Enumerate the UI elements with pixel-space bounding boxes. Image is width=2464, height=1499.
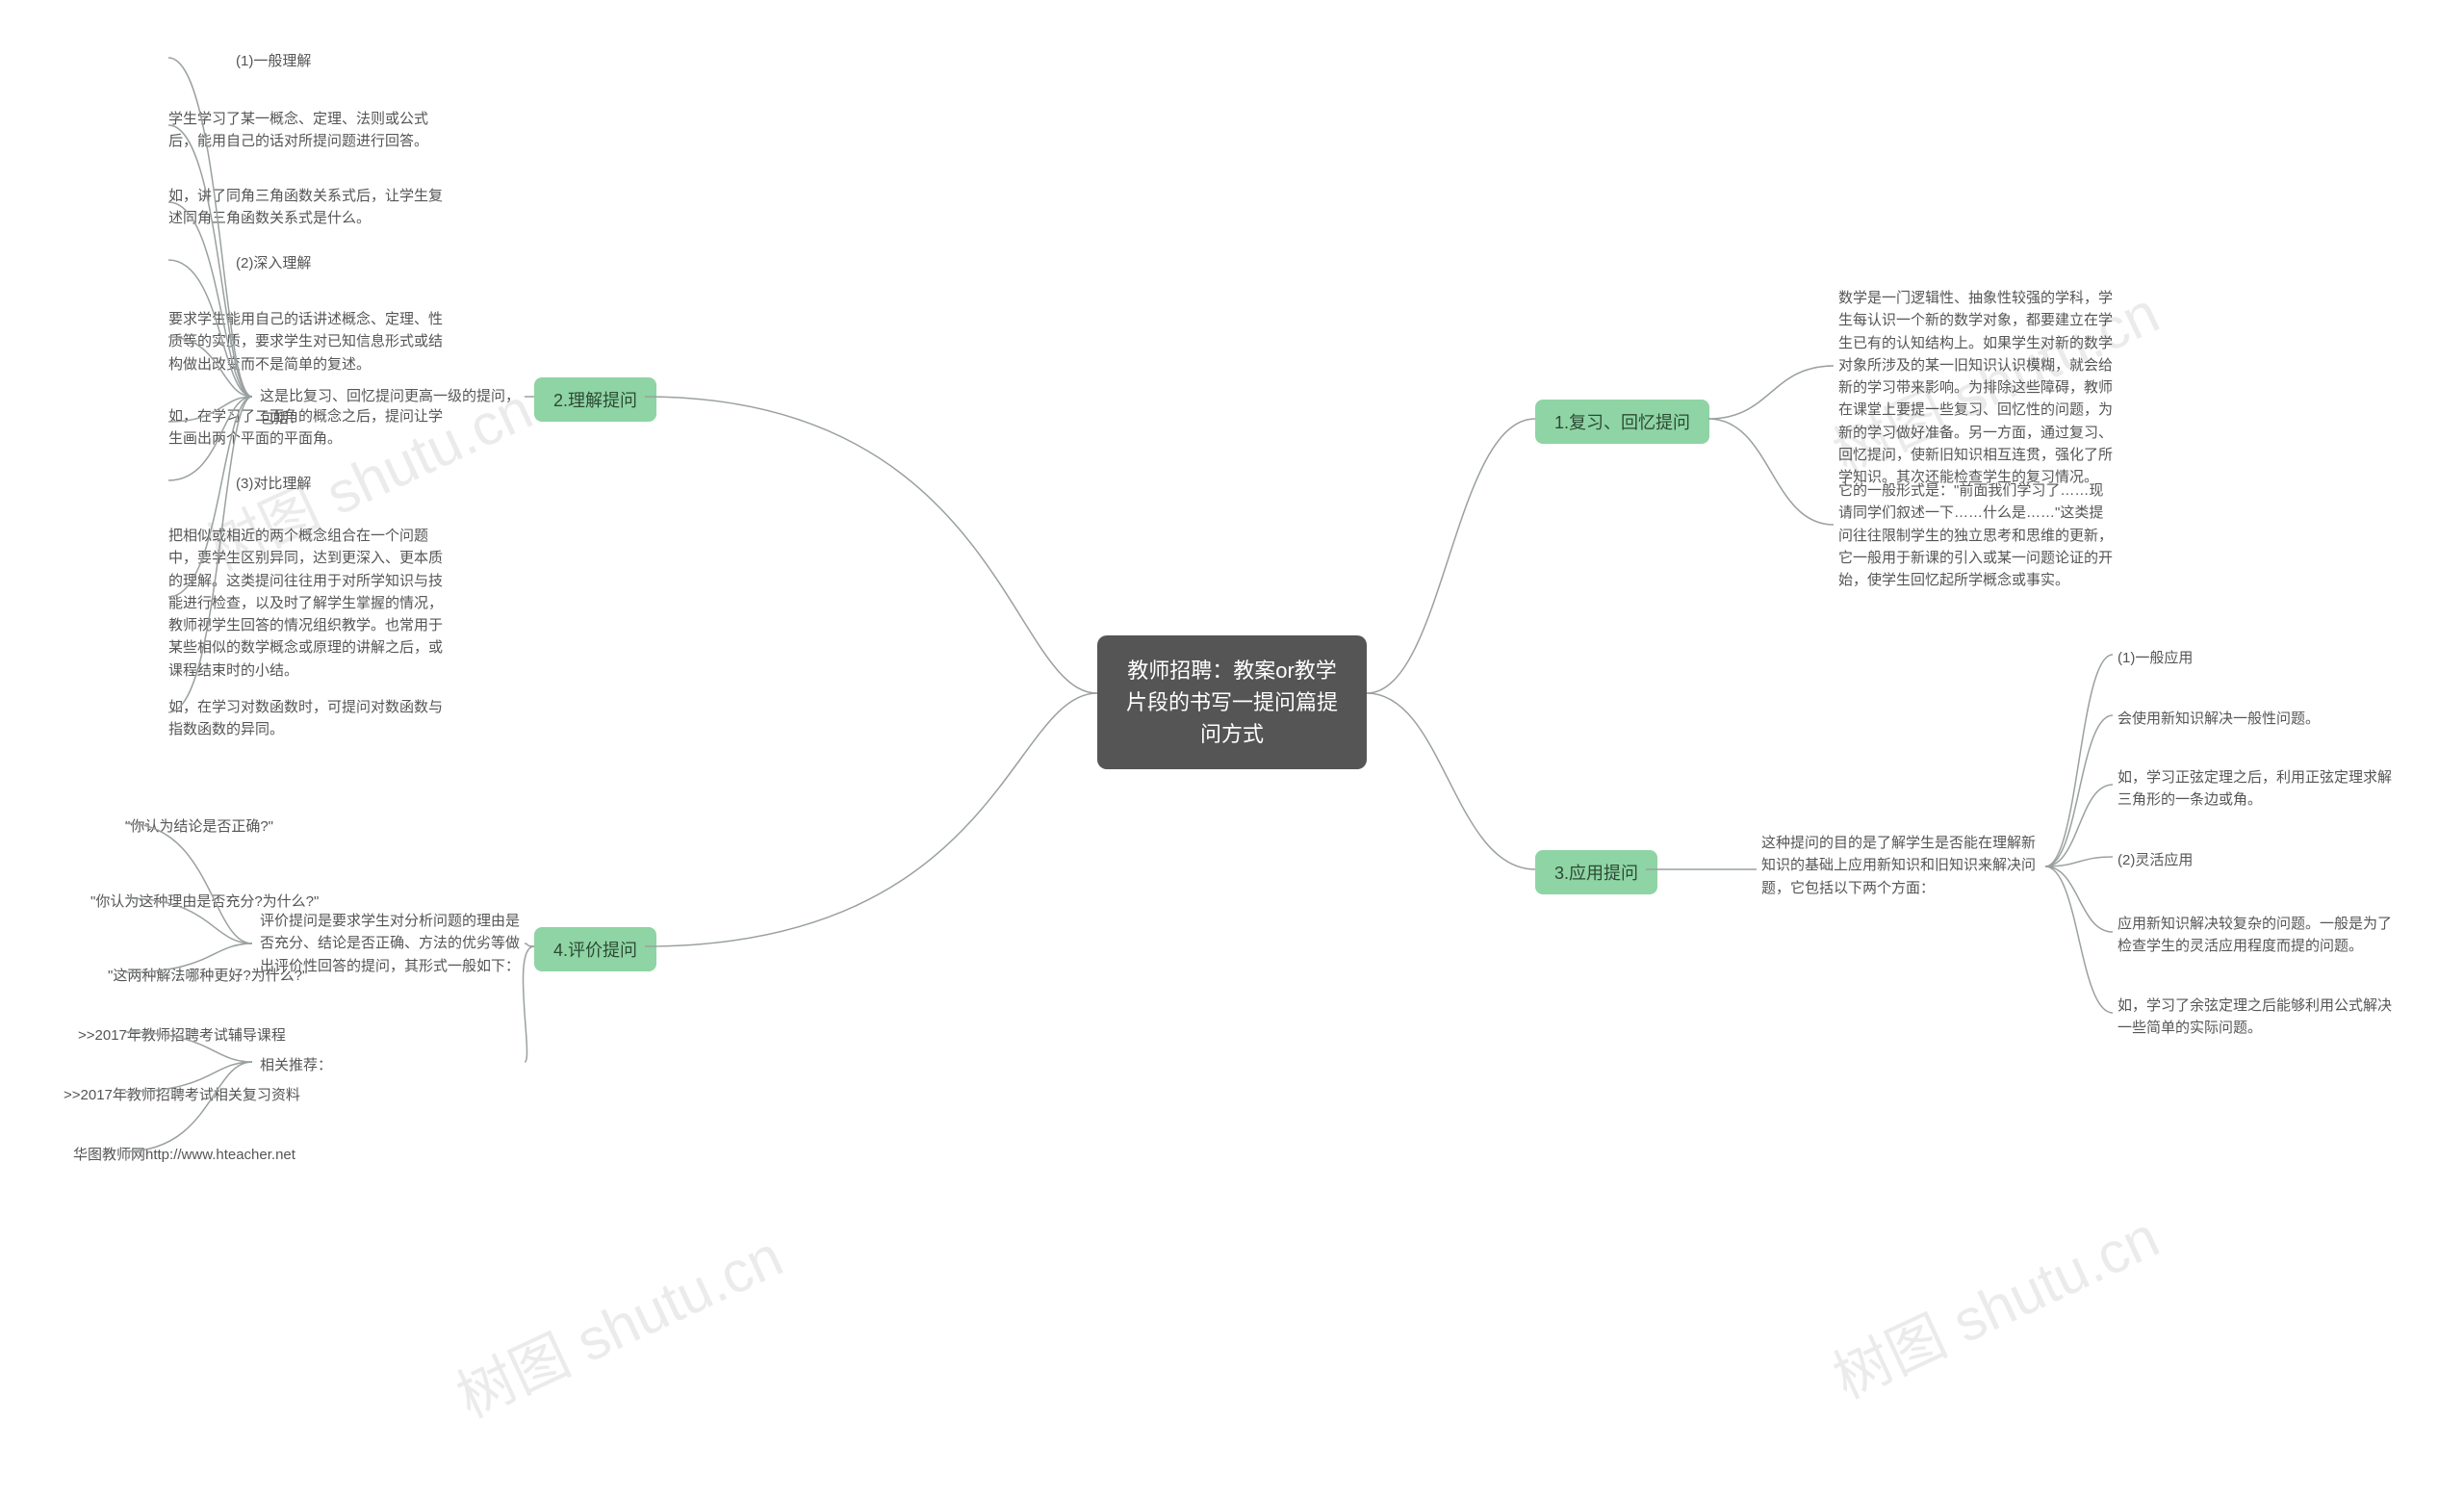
leaf-text: 要求学生能用自己的话讲述概念、定理、性质等的实质，要求学生对已知信息形式或结构做… [168, 308, 448, 375]
watermark: 树图 shutu.cn [1818, 1191, 2170, 1414]
leaf-text: >>2017年教师招聘考试辅导课程 [78, 1024, 357, 1047]
leaf-text: 它的一般形式是："前面我们学习了……现请同学们叙述一下……什么是……"这类提问往… [1838, 479, 2118, 591]
branch-understand: 2.理解提问 [534, 377, 656, 422]
leaf-text: "你认为结论是否正确?" [125, 815, 366, 838]
leaf-text: 如，讲了同角三角函数关系式后，让学生复述同角三角函数关系式是什么。 [168, 185, 448, 230]
leaf-text: 学生学习了某一概念、定理、法则或公式后，能用自己的话对所提问题进行回答。 [168, 108, 448, 153]
leaf-text: 如，在学习对数函数时，可提问对数函数与指数函数的异同。 [168, 696, 448, 741]
leaf-text: "你认为这种理由是否充分?为什么?" [90, 891, 370, 913]
recs-text: 相关推荐： [260, 1054, 525, 1076]
leaf-text: (1)一般应用 [2118, 647, 2233, 669]
leaf-text: 如，学习正弦定理之后，利用正弦定理求解三角形的一条边或角。 [2118, 766, 2397, 812]
leaf-text: 把相似或相近的两个概念组合在一个问题中，要学生区别异同，达到更深入、更本质的理解… [168, 525, 448, 682]
leaf-text: (2)灵活应用 [2118, 849, 2233, 871]
branch-apply: 3.应用提问 [1535, 850, 1657, 894]
leaf-text: 会使用新知识解决一般性问题。 [2118, 708, 2397, 730]
leaf-text: (2)深入理解 [236, 252, 351, 274]
intro-text: 这种提问的目的是了解学生是否能在理解新知识的基础上应用新知识和旧知识来解决问题，… [1761, 832, 2040, 899]
leaf-text: 华图教师网http://www.hteacher.net [73, 1144, 352, 1166]
watermark: 树图 shutu.cn [442, 1210, 794, 1434]
center-node: 教师招聘：教案or教学片段的书写一提问篇提问方式 [1097, 635, 1367, 769]
leaf-text: >>2017年教师招聘考试相关复习资料 [64, 1084, 343, 1106]
leaf-text: "这两种解法哪种更好?为什么?" [108, 965, 358, 987]
leaf-text: 数学是一门逻辑性、抽象性较强的学科，学生每认识一个新的数学对象，都要建立在学生已… [1838, 287, 2118, 488]
leaf-text: (3)对比理解 [236, 473, 351, 495]
leaf-text: 如，在学习了二面角的概念之后，提问让学生画出两个平面的平面角。 [168, 405, 448, 451]
branch-review: 1.复习、回忆提问 [1535, 400, 1709, 444]
leaf-text: 如，学习了余弦定理之后能够利用公式解决一些简单的实际问题。 [2118, 995, 2397, 1040]
leaf-text: 应用新知识解决较复杂的问题。一般是为了检查学生的灵活应用程度而提的问题。 [2118, 913, 2397, 958]
leaf-text: (1)一般理解 [236, 50, 351, 72]
branch-evaluate: 4.评价提问 [534, 927, 656, 971]
